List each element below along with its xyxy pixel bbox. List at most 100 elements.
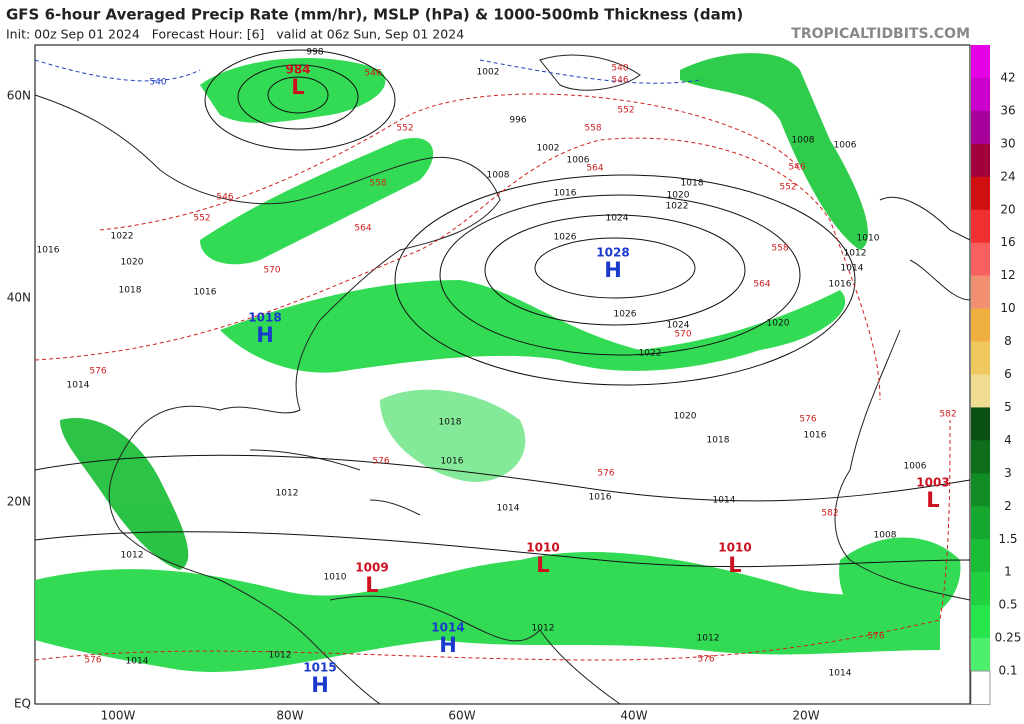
contour-label: 582 xyxy=(939,410,956,420)
contour-label: 558 xyxy=(369,179,386,189)
center-letter: H xyxy=(256,323,274,347)
contour-label: 576 xyxy=(89,367,106,377)
contour-label: 570 xyxy=(263,266,280,276)
colorbar-label: 0.1 xyxy=(998,664,1017,678)
colorbar-label: 24 xyxy=(1000,169,1015,183)
contour-label: 1022 xyxy=(111,232,134,242)
colorbar-segment xyxy=(971,374,990,408)
contour-label: 540 xyxy=(149,78,166,88)
colorbar-segment xyxy=(970,670,991,705)
contour-label: 546 xyxy=(611,76,628,86)
lon-label: 100W xyxy=(101,709,136,723)
contour-label: 1016 xyxy=(194,288,217,298)
colorbar-segment xyxy=(971,77,990,112)
center-letter: L xyxy=(536,553,549,577)
contour-label: 1002 xyxy=(537,144,560,154)
contour-label: 552 xyxy=(193,214,210,224)
center-letter: L xyxy=(365,573,378,597)
contour-label: 1008 xyxy=(792,136,815,146)
center-value: 1014 xyxy=(431,621,464,635)
colorbar-segment xyxy=(971,506,990,540)
center-value: 1003 xyxy=(916,476,949,490)
contour-label: 1024 xyxy=(606,214,629,224)
center-value: 1018 xyxy=(248,311,281,325)
contour-label: 546 xyxy=(216,193,233,203)
contour-label: 576 xyxy=(84,656,101,666)
colorbar-segment xyxy=(971,143,990,178)
colorbar-label: 2 xyxy=(1004,499,1012,513)
lon-label: 60W xyxy=(448,709,475,723)
contour-label: 576 xyxy=(372,457,389,467)
colorbar-segment xyxy=(971,308,990,343)
colorbar-segment xyxy=(971,539,990,573)
contour-label: 1014 xyxy=(829,669,852,679)
colorbar-label: 4 xyxy=(1004,433,1012,447)
center-value: 1010 xyxy=(526,541,559,555)
contour-label: 1020 xyxy=(767,319,790,329)
site-credit: TROPICALTIDBITS.COM xyxy=(791,26,970,42)
contour-label: 1008 xyxy=(874,531,897,541)
center-letter: H xyxy=(604,258,622,282)
contour-label: 552 xyxy=(779,183,796,193)
contour-label: 1020 xyxy=(121,258,144,268)
contour-label: 1012 xyxy=(532,624,555,634)
colorbar-segment xyxy=(971,572,990,606)
lat-label: 60N xyxy=(7,89,31,103)
colorbar-label: 42 xyxy=(1000,70,1015,84)
lon-label: 20W xyxy=(792,709,819,723)
lat-label: EQ xyxy=(14,697,31,711)
contour-label: 1014 xyxy=(126,657,149,667)
contour-label: 1010 xyxy=(324,573,347,583)
colorbar-segment xyxy=(971,110,990,145)
center-letter: L xyxy=(728,553,741,577)
contour-label: 1010 xyxy=(857,234,880,244)
contour-label: 1008 xyxy=(487,171,510,181)
contour-label: 576 xyxy=(697,655,714,665)
coastlines xyxy=(34,54,971,705)
lat-label: 40N xyxy=(7,291,31,305)
contour-label: 1002 xyxy=(477,68,500,78)
map-frame xyxy=(34,44,971,705)
contour-label: 1012 xyxy=(844,249,867,259)
center-letter: H xyxy=(311,673,329,697)
contour-label: 1026 xyxy=(554,233,577,243)
contour-label: 1016 xyxy=(589,493,612,503)
contour-label: 1012 xyxy=(276,489,299,499)
colorbar-segment xyxy=(971,209,990,244)
contour-label: 1014 xyxy=(497,504,520,514)
contour-label: 546 xyxy=(364,69,381,79)
colorbar-label: 10 xyxy=(1000,301,1015,315)
contour-label: 1026 xyxy=(614,310,637,320)
colorbar-segment xyxy=(971,638,990,672)
colorbar-label: 8 xyxy=(1004,334,1012,348)
lon-label: 40W xyxy=(620,709,647,723)
map-subtitle: Init: 00z Sep 01 2024 Forecast Hour: [6]… xyxy=(6,27,464,42)
lon-label: 80W xyxy=(276,709,303,723)
colorbar-segment xyxy=(971,242,990,277)
center-letter: L xyxy=(291,75,304,99)
contour-label: 1012 xyxy=(697,634,720,644)
colorbar-label: 36 xyxy=(1000,103,1015,117)
colorbar-label: 0.25 xyxy=(995,631,1022,645)
contour-label: 576 xyxy=(799,415,816,425)
contour-label: 540 xyxy=(611,64,628,74)
center-value: 1009 xyxy=(355,561,388,575)
center-value: 1010 xyxy=(718,541,751,555)
contour-label: 1014 xyxy=(841,264,864,274)
lat-label: 20N xyxy=(7,495,31,509)
contour-label: 1006 xyxy=(834,141,857,151)
isobars xyxy=(34,49,971,568)
contour-label: 582 xyxy=(821,509,838,519)
contour-label: 564 xyxy=(354,224,371,234)
contour-label: 576 xyxy=(597,469,614,479)
colorbar-label: 12 xyxy=(1000,268,1015,282)
contour-label: 1006 xyxy=(567,156,590,166)
contour-label: 1014 xyxy=(67,381,90,391)
contour-label: 1020 xyxy=(667,191,690,201)
contour-label: 558 xyxy=(584,124,601,134)
colorbar-label: 1 xyxy=(1004,565,1012,579)
contour-label: 1016 xyxy=(554,189,577,199)
center-value: 984 xyxy=(285,63,310,77)
colorbar-label: 16 xyxy=(1000,235,1015,249)
